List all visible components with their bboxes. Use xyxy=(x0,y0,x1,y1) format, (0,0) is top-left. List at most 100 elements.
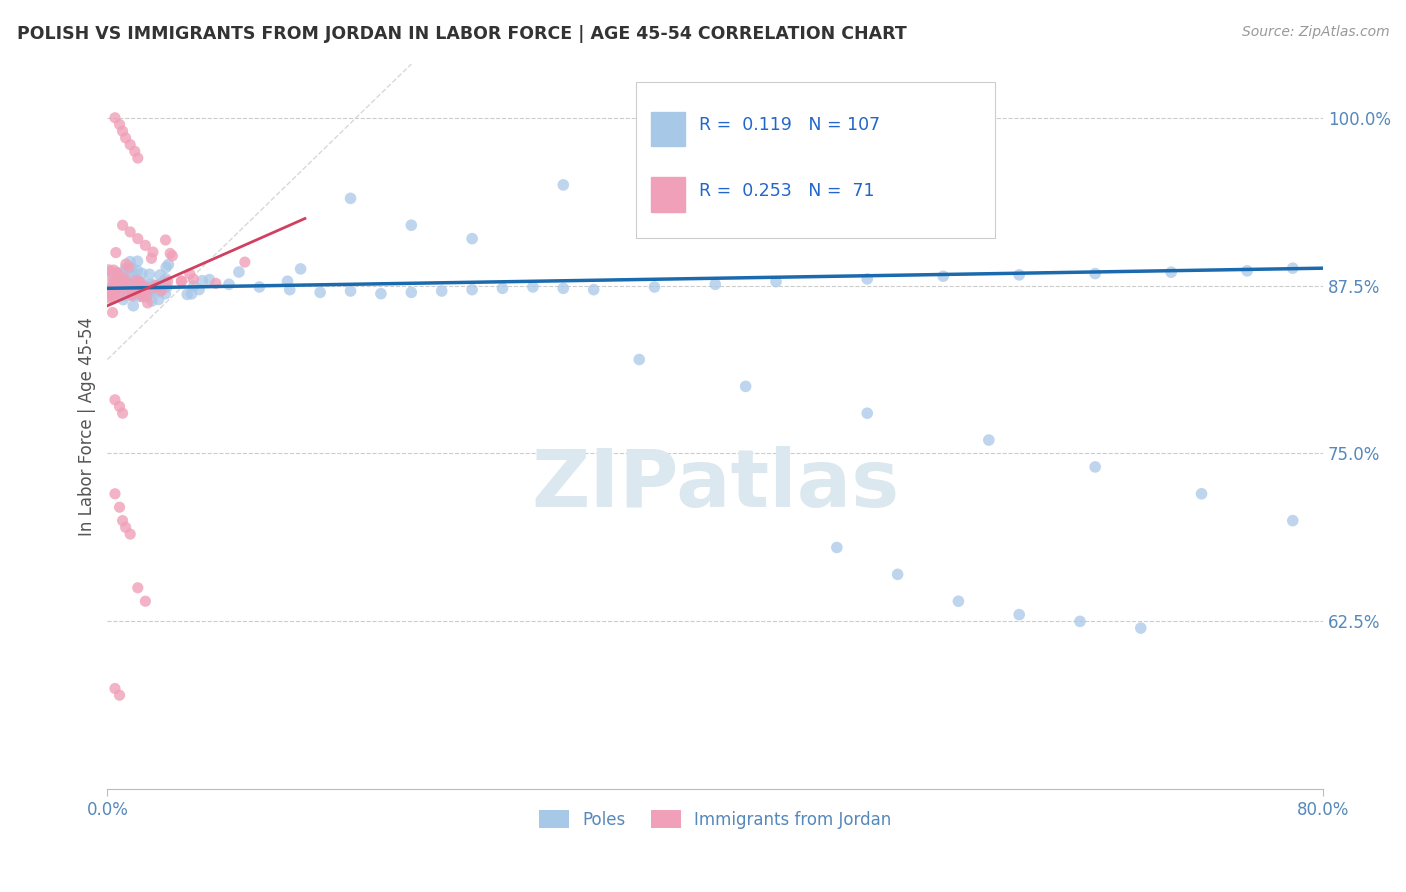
Point xyxy=(1281,514,1303,528)
Point xyxy=(734,379,756,393)
Point xyxy=(105,269,128,284)
Point xyxy=(98,265,121,279)
Point xyxy=(134,594,156,608)
Point xyxy=(117,286,139,301)
Point xyxy=(114,261,136,276)
Point xyxy=(134,238,156,252)
Point xyxy=(114,285,136,300)
Point xyxy=(1281,261,1303,276)
Point xyxy=(121,282,143,296)
Point xyxy=(290,261,312,276)
Point xyxy=(107,270,129,285)
Point xyxy=(155,272,177,286)
Point xyxy=(115,263,138,277)
Point xyxy=(522,280,544,294)
Point xyxy=(114,520,136,534)
Point xyxy=(1008,268,1031,282)
Text: R =  0.253   N =  71: R = 0.253 N = 71 xyxy=(699,182,875,200)
Legend: Poles, Immigrants from Jordan: Poles, Immigrants from Jordan xyxy=(533,804,898,835)
Point xyxy=(1236,264,1258,278)
Point xyxy=(124,145,146,159)
Point xyxy=(170,274,193,288)
Point xyxy=(104,285,127,300)
Point xyxy=(115,257,138,271)
Point xyxy=(114,288,136,302)
Point xyxy=(1084,459,1107,474)
Point xyxy=(127,282,149,296)
Point xyxy=(247,280,270,294)
Point xyxy=(127,280,149,294)
Point xyxy=(127,254,149,268)
Point xyxy=(127,274,149,288)
Point xyxy=(139,277,162,292)
Point xyxy=(104,111,127,125)
Point xyxy=(582,283,605,297)
Point xyxy=(149,268,172,282)
Point xyxy=(141,252,163,266)
Point xyxy=(233,255,256,269)
Bar xyxy=(651,177,685,211)
Point xyxy=(148,293,170,307)
Point xyxy=(129,289,152,303)
Point xyxy=(886,567,908,582)
Point xyxy=(179,267,201,281)
Point xyxy=(977,433,1000,447)
Point xyxy=(856,406,879,420)
Point xyxy=(948,594,970,608)
Point xyxy=(98,291,121,305)
Point xyxy=(118,260,141,274)
Point xyxy=(108,400,131,414)
Point xyxy=(139,285,162,300)
Point xyxy=(180,286,202,301)
Point xyxy=(97,283,120,297)
Point xyxy=(155,260,177,275)
Point xyxy=(553,281,575,295)
Point xyxy=(120,137,142,152)
Point xyxy=(146,279,169,293)
Point xyxy=(1069,615,1091,629)
Point xyxy=(162,249,184,263)
Point xyxy=(120,271,142,285)
Point xyxy=(135,289,157,303)
Point xyxy=(101,270,124,285)
Point xyxy=(104,681,127,696)
Point xyxy=(129,278,152,293)
Point xyxy=(339,191,361,205)
Point xyxy=(128,281,150,295)
Point xyxy=(112,293,135,307)
Point xyxy=(105,265,128,279)
Point xyxy=(121,276,143,290)
Point xyxy=(127,263,149,277)
Point xyxy=(401,218,423,232)
Point xyxy=(121,261,143,276)
Point xyxy=(309,285,332,300)
Point xyxy=(142,245,165,260)
Point xyxy=(101,305,124,319)
Point xyxy=(156,280,179,294)
Point xyxy=(139,282,162,296)
Point xyxy=(108,688,131,702)
Point xyxy=(118,277,141,291)
Point xyxy=(932,269,955,284)
Point xyxy=(370,286,392,301)
Point xyxy=(183,279,205,293)
Point xyxy=(704,277,727,292)
Point xyxy=(1191,487,1213,501)
Point xyxy=(765,275,787,289)
Point xyxy=(110,267,132,281)
Point xyxy=(101,276,124,290)
Point xyxy=(150,276,173,290)
Point xyxy=(125,273,148,287)
Point xyxy=(112,271,135,285)
Point xyxy=(108,500,131,515)
Point xyxy=(120,254,142,268)
Point xyxy=(491,281,513,295)
Point xyxy=(103,285,125,300)
Point xyxy=(131,282,153,296)
Point xyxy=(461,283,484,297)
Point xyxy=(111,406,134,420)
Point xyxy=(228,265,250,279)
Point xyxy=(114,282,136,296)
Point xyxy=(183,272,205,286)
Point xyxy=(136,296,159,310)
